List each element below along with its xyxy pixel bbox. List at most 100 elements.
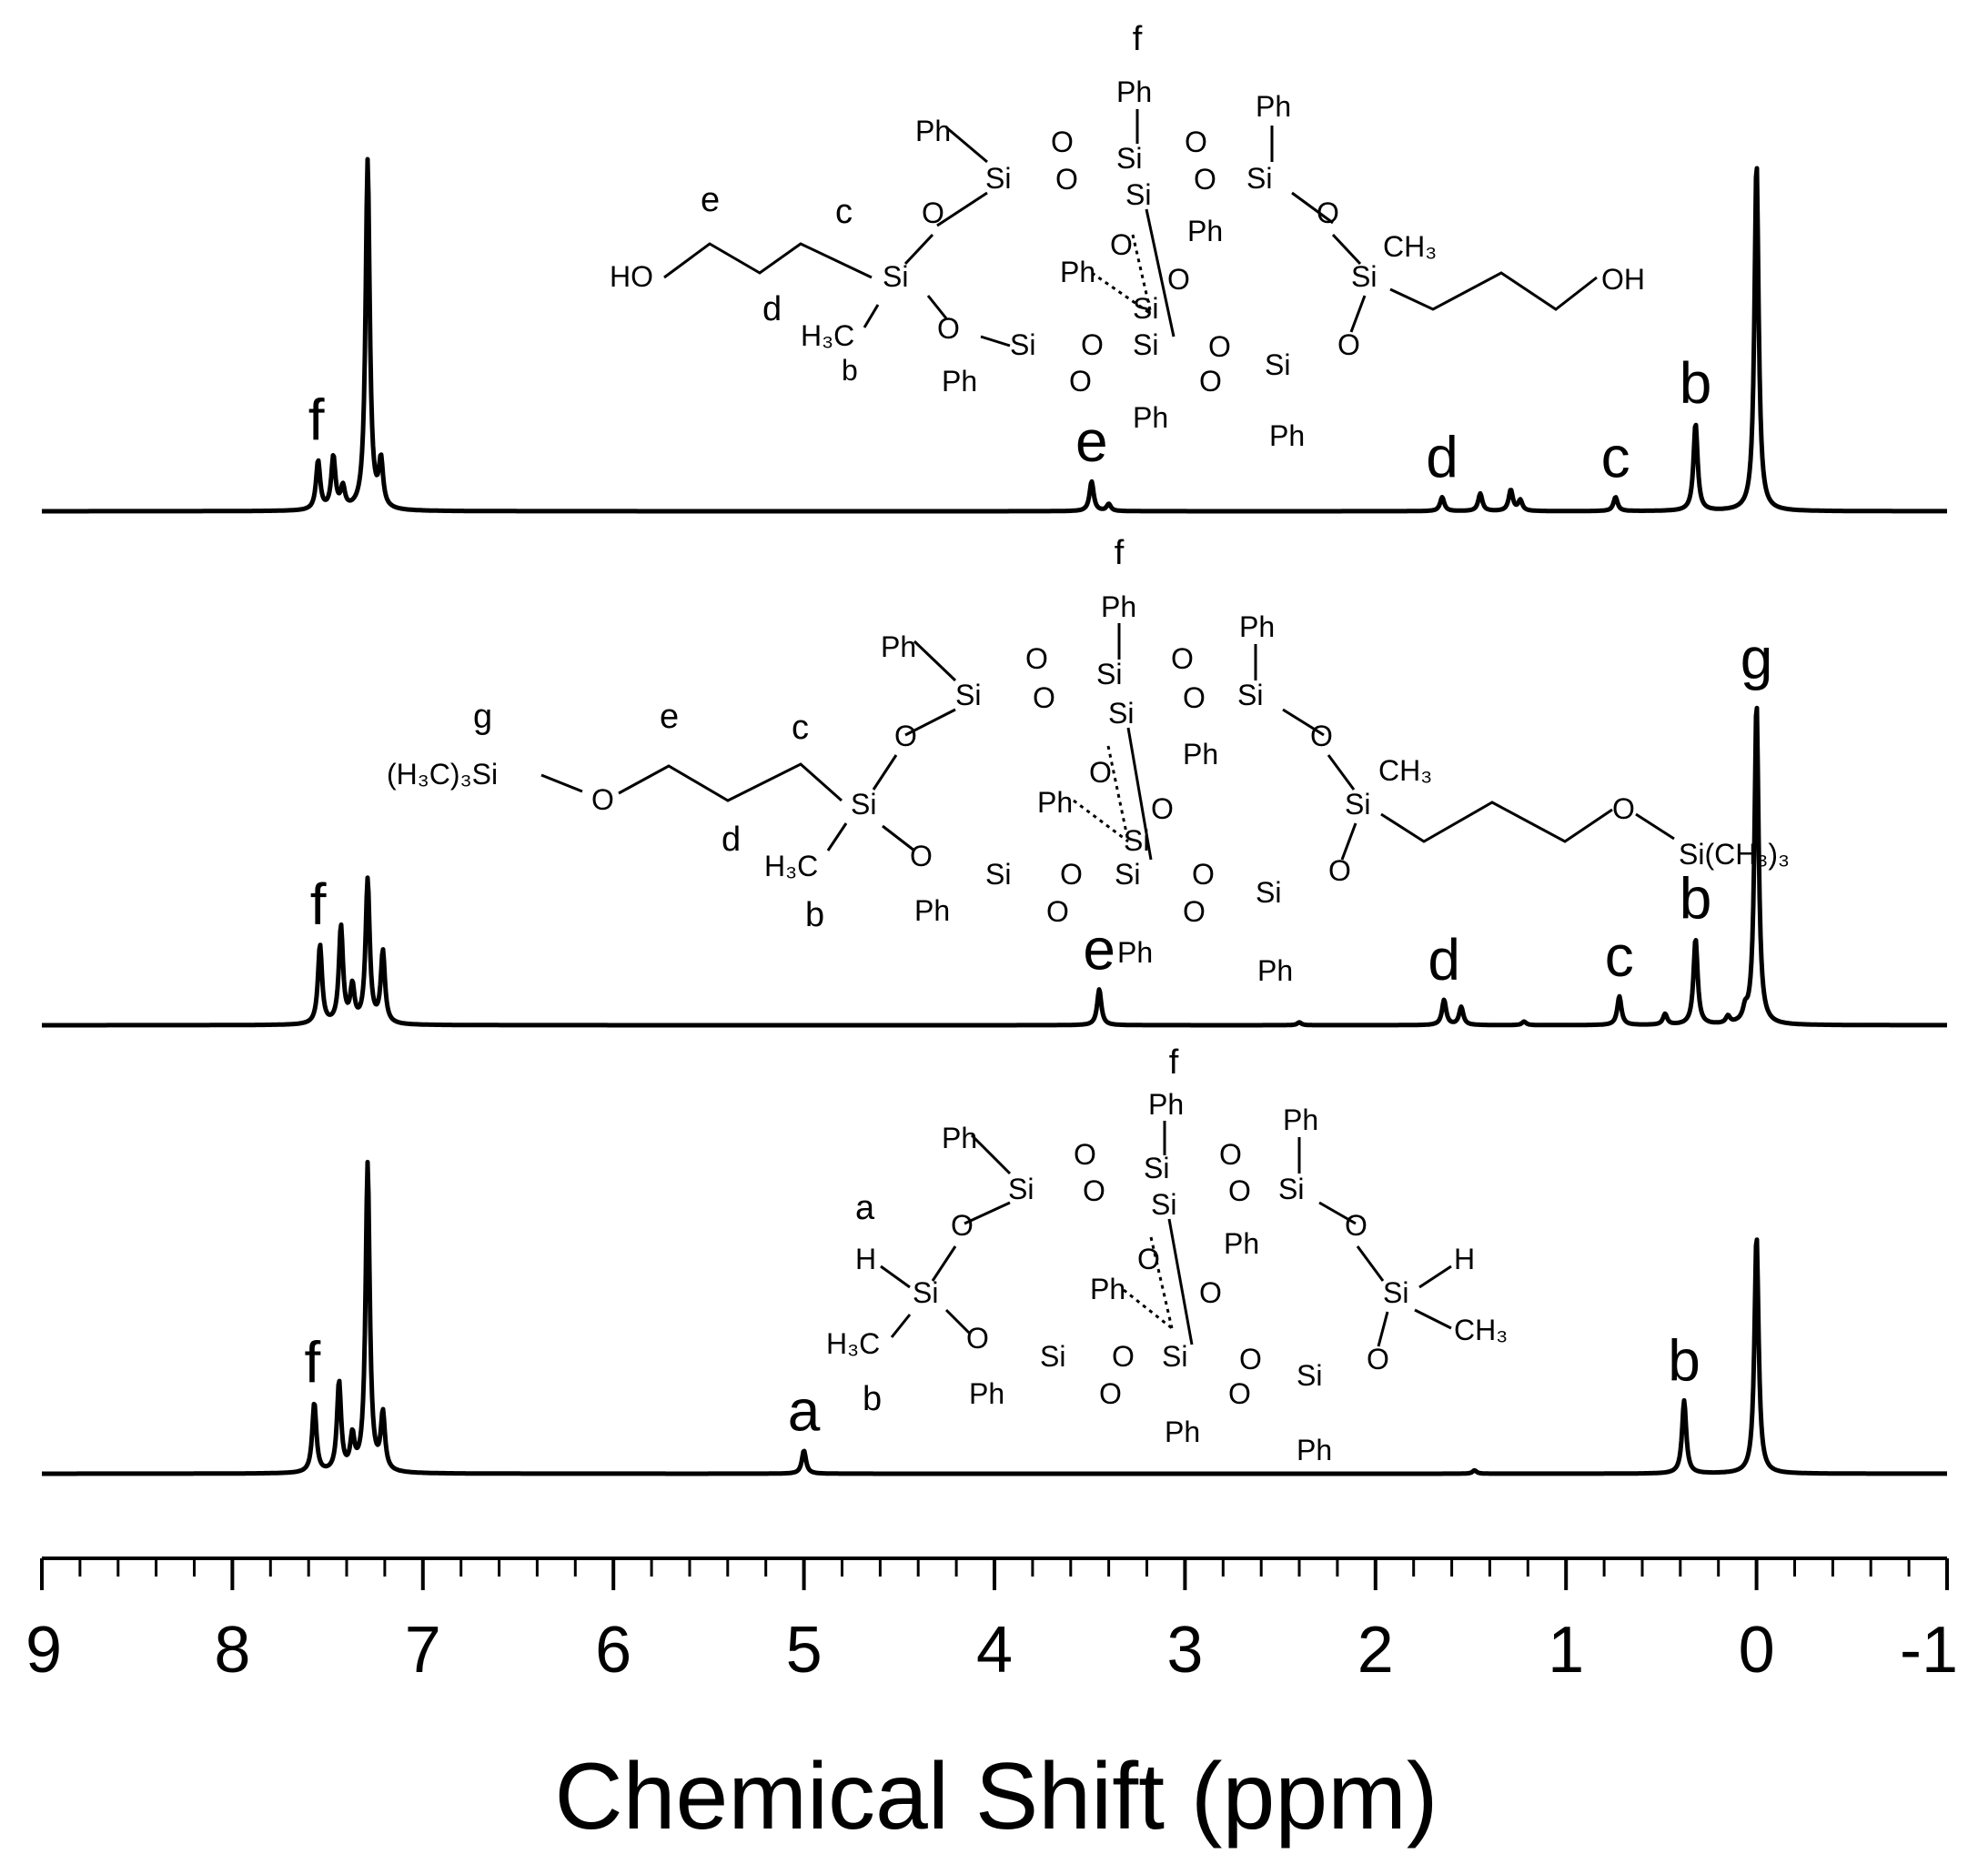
- struct-o: O: [1185, 126, 1207, 158]
- struct-o: O: [910, 840, 933, 872]
- struct-o: O: [1219, 1138, 1242, 1171]
- struct-ch3: CH₃: [1454, 1314, 1508, 1346]
- struct-o: O: [1328, 854, 1351, 887]
- peak-label-e: e: [1075, 408, 1108, 474]
- struct-o: O: [1345, 1209, 1367, 1242]
- struct-si: Si: [1096, 658, 1122, 690]
- struct-o: O: [1060, 858, 1083, 891]
- struct-o: O: [1192, 858, 1215, 891]
- x-tick-label: 0: [1739, 1614, 1775, 1687]
- x-tick-label: 5: [786, 1614, 822, 1687]
- struct-o: O: [1051, 126, 1074, 158]
- struct-h3c: H₃C: [801, 319, 854, 352]
- struct-label-d: d: [762, 290, 782, 328]
- struct-si: Si: [851, 788, 876, 821]
- struct-h3c: H₃C: [826, 1327, 880, 1360]
- struct-o: O: [1025, 642, 1048, 675]
- struct-ph: Ph: [1037, 786, 1073, 819]
- peak-label-f: f: [310, 872, 327, 937]
- struct-label-b: b: [805, 896, 824, 934]
- struct-ph: Ph: [1116, 76, 1152, 108]
- struct-si: Si: [1116, 142, 1142, 175]
- peak-label-b: b: [1680, 865, 1712, 931]
- peak-label-c: c: [1605, 923, 1634, 989]
- struct-si: Si: [883, 260, 908, 293]
- struct-si: Si: [1010, 328, 1035, 361]
- peak-label-d: d: [1426, 424, 1458, 489]
- struct-label-c: c: [792, 709, 809, 747]
- struct-o: O: [1337, 328, 1360, 361]
- peak-label-a: a: [788, 1377, 821, 1443]
- struct-si: Si: [1297, 1359, 1322, 1392]
- struct-label-e: e: [660, 698, 679, 736]
- struct-ch3: CH₃: [1383, 230, 1437, 263]
- peak-label-g: g: [1741, 626, 1773, 691]
- peak-label-f: f: [308, 387, 325, 452]
- struct-o: O: [1228, 1174, 1251, 1207]
- struct-h: H: [855, 1243, 876, 1275]
- struct-ph: Ph: [1297, 1434, 1332, 1466]
- struct-si: Si: [1133, 292, 1158, 325]
- struct-o: O: [937, 312, 960, 345]
- struct-o: O: [1199, 1276, 1222, 1309]
- struct-label-c: c: [835, 193, 853, 231]
- struct-o: O: [1183, 681, 1206, 714]
- struct-si: Si: [1040, 1340, 1065, 1373]
- struct-si: Si: [1265, 348, 1290, 381]
- struct-ph: Ph: [1165, 1416, 1200, 1448]
- struct-si: Si: [1246, 162, 1272, 195]
- struct-ph: Ph: [914, 894, 950, 927]
- peak-label-f: f: [305, 1329, 321, 1395]
- struct-ph: Ph: [1133, 401, 1168, 434]
- struct-si: Si: [1351, 260, 1377, 293]
- struct-ph: Ph: [969, 1377, 1004, 1410]
- spectrum-line-3: [40, 1159, 1949, 1476]
- struct-o: O: [1208, 330, 1231, 363]
- struct-o: O: [1110, 228, 1133, 261]
- x-axis-ticks: [40, 1558, 1949, 1590]
- struct-h3c: H₃C: [764, 850, 818, 882]
- x-tick-label: 7: [405, 1614, 441, 1687]
- struct-o: O: [591, 783, 614, 816]
- structure-bottom: f Ph Ph Ph Si Si Si Si O O O O O O O O P…: [826, 1043, 1508, 1466]
- x-tick-label: 1: [1548, 1614, 1584, 1687]
- struct-h: H: [1454, 1243, 1475, 1275]
- x-tick-label: 8: [214, 1614, 250, 1687]
- struct-tms-right: Si(CH₃)₃: [1679, 838, 1790, 871]
- struct-ph: Ph: [1239, 610, 1275, 643]
- struct-o: O: [1089, 756, 1112, 789]
- struct-label-a: a: [855, 1189, 875, 1227]
- struct-ph: Ph: [942, 365, 977, 398]
- struct-ph: Ph: [1283, 1103, 1318, 1136]
- struct-ph: Ph: [1257, 954, 1293, 987]
- peak-label-e: e: [1083, 917, 1115, 982]
- struct-si: Si: [1115, 858, 1140, 891]
- peak-label-d: d: [1428, 927, 1460, 992]
- x-tick-label: 9: [25, 1614, 62, 1687]
- struct-label-f: f: [1169, 1043, 1179, 1082]
- x-tick-label: 2: [1357, 1614, 1394, 1687]
- struct-si: Si: [1278, 1173, 1304, 1205]
- struct-o: O: [1033, 681, 1055, 714]
- structure-middle: f Ph Ph Ph Si Si Si Si O O O O O O O O P…: [387, 534, 1790, 987]
- struct-o: O: [1367, 1343, 1389, 1375]
- struct-ph: Ph: [1224, 1227, 1259, 1260]
- struct-ph: Ph: [1269, 419, 1305, 452]
- struct-label-f: f: [1133, 20, 1143, 58]
- x-tick-label: 4: [976, 1614, 1013, 1687]
- struct-si: Si: [1125, 178, 1151, 211]
- struct-o: O: [1183, 895, 1206, 928]
- struct-o: O: [1199, 365, 1222, 398]
- struct-o: O: [1228, 1377, 1251, 1410]
- struct-si: Si: [1345, 788, 1370, 821]
- struct-o: O: [1083, 1174, 1105, 1207]
- struct-ph: Ph: [1256, 90, 1291, 123]
- struct-o: O: [1055, 163, 1078, 196]
- struct-si: Si: [1144, 1152, 1169, 1184]
- struct-ch3: CH₃: [1378, 754, 1432, 787]
- struct-o: O: [1112, 1340, 1135, 1373]
- peak-label-c: c: [1601, 424, 1630, 489]
- struct-o: O: [1046, 895, 1069, 928]
- structure-top: f Ph Ph Ph Si Si Si Si O O O O O O O O P…: [610, 20, 1645, 452]
